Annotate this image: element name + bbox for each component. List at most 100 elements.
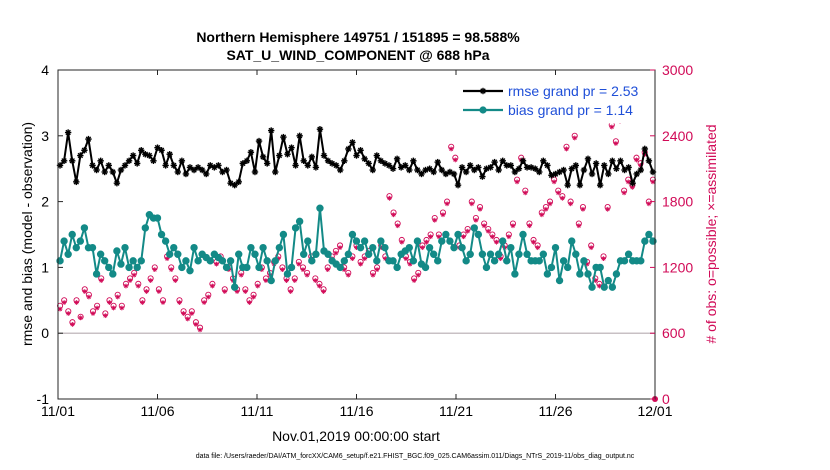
legend-bias-label: bias grand pr = 1.14: [508, 102, 633, 118]
bias-point: [523, 250, 531, 258]
obs-assimilated-point: [296, 261, 302, 267]
obs-assimilated-point: [477, 206, 483, 212]
obs-assimilated-point: [564, 146, 569, 152]
obs-assimilated-point: [473, 217, 479, 223]
obs-assimilated-point: [321, 289, 326, 294]
obs-assimilated-point: [391, 212, 396, 218]
rmse-point: [97, 157, 104, 165]
rmse-point: [434, 158, 441, 166]
bias-point: [373, 257, 381, 265]
rmse-point: [596, 181, 604, 189]
bias-point: [336, 263, 344, 272]
rmse-point: [276, 152, 283, 159]
rmse-point: [365, 160, 372, 167]
y-left-tick-label: 1: [41, 259, 49, 275]
bias-point: [287, 263, 296, 272]
obs-assimilated-point: [345, 272, 351, 278]
bias-point: [178, 263, 186, 272]
obs-assimilated-point: [621, 190, 627, 196]
obs-assimilated-point: [547, 201, 553, 207]
obs-assimilated-point: [288, 289, 294, 294]
bias-point: [157, 230, 166, 239]
bias-point: [190, 243, 198, 252]
bias-point: [92, 270, 101, 278]
rmse-series: [56, 126, 657, 189]
rmse-point: [272, 168, 279, 176]
obs-assimilated-point: [127, 278, 133, 283]
obs-assimilated-point: [317, 283, 322, 289]
rmse-point: [519, 157, 527, 165]
y-right-tick-label: 2400: [662, 128, 693, 144]
rmse-point: [239, 160, 246, 167]
rmse-point: [81, 147, 88, 154]
obs-assimilated-point: [107, 300, 112, 305]
rmse-point: [462, 168, 470, 176]
rmse-point: [69, 157, 76, 165]
rmse-point: [540, 157, 547, 165]
bias-point: [543, 270, 552, 278]
rmse-point: [613, 165, 620, 172]
bias-point: [503, 257, 511, 265]
obs-assimilated-point: [214, 261, 219, 267]
bias-point: [186, 266, 194, 275]
obs-assimilated-point: [419, 245, 425, 251]
bias-point: [340, 257, 349, 265]
rmse-point: [341, 157, 348, 165]
rmse-point: [255, 137, 263, 145]
y-axis-left-ticks: -1 0 1 2 3 4: [37, 62, 63, 407]
bias-point: [170, 243, 178, 252]
obs-assimilated-point: [65, 311, 71, 316]
bias-point: [251, 250, 259, 258]
bias-point: [494, 250, 503, 258]
rmse-point: [259, 153, 267, 161]
rmse-point: [430, 168, 437, 176]
obs-assimilated-point: [131, 272, 137, 278]
obs-assimilated-point: [189, 311, 195, 316]
rmse-point: [499, 157, 506, 165]
bias-point: [588, 283, 596, 291]
rmse-point: [166, 151, 173, 158]
obs-assimilated-point: [481, 223, 487, 229]
obs-assimilated-point: [580, 206, 586, 212]
bias-point: [344, 250, 353, 258]
obs-assimilated-point: [181, 311, 186, 316]
bias-point: [466, 250, 474, 258]
obs-assimilated-point: [362, 256, 368, 262]
bias-point: [604, 276, 612, 285]
bias-point: [283, 270, 292, 278]
bias-point: [555, 276, 564, 285]
obs-assimilated-point: [609, 124, 615, 130]
obs-assimilated-point: [555, 190, 561, 196]
rmse-point: [312, 164, 320, 171]
rmse-point: [629, 179, 636, 187]
rmse-point: [308, 153, 316, 161]
bias-point: [133, 263, 141, 272]
rmse-point: [584, 155, 592, 163]
obs-assimilated-point: [527, 223, 532, 229]
obs-assimilated-point: [440, 212, 446, 218]
obs-assimilated-point: [407, 261, 413, 267]
bias-point: [109, 270, 117, 278]
rmse-point: [609, 157, 616, 165]
x-axis-ticks: 11/01 11/06 11/11 11/16 11/21 11/26 12/01: [41, 70, 673, 419]
rmse-point: [73, 178, 80, 186]
y-axis-left-label: rmse and bias (model - observation): [19, 122, 35, 346]
rmse-point: [487, 164, 494, 171]
bias-point: [182, 257, 190, 265]
rmse-point: [178, 157, 186, 165]
bias-point: [222, 263, 231, 272]
bias-point: [568, 237, 576, 245]
obs-assimilated-point: [156, 289, 162, 294]
bias-point: [572, 250, 580, 258]
obs-assimilated-point: [172, 278, 178, 283]
obs-assimilated-point: [374, 267, 380, 272]
rmse-point: [617, 157, 624, 165]
rmse-point: [418, 170, 425, 178]
obs-assimilated-point: [123, 283, 129, 289]
rmse-point: [438, 166, 445, 174]
bias-point: [153, 214, 162, 222]
rmse-point: [251, 168, 259, 176]
rmse-point: [125, 157, 133, 165]
rmse-point: [495, 166, 502, 174]
bias-point: [413, 237, 422, 245]
